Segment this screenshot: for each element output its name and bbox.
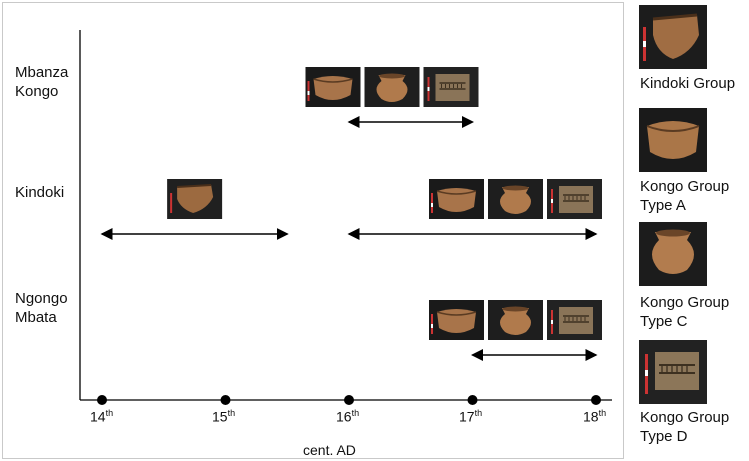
legend-image-type-a [638,107,708,173]
legend-caption-line: Type D [640,428,688,445]
pottery-thumbnail [422,66,480,108]
site-label-line: Kindoki [15,184,65,201]
tick-label-17: 17th [459,408,483,425]
legend-caption-line: Kongo Group [640,409,730,426]
legend-image-type-c [639,222,707,286]
tick-dot [591,395,601,405]
tick-label-18: 18th [583,408,607,425]
legend-image-kindoki [637,3,709,71]
legend-caption-kindoki: Kindoki Group [640,74,735,93]
pottery-thumbnail [364,67,420,107]
site-label-ngongo-mbata: Ngongo Mbata [15,289,68,327]
legend-caption-type-d: Kongo Group Type D [640,408,729,446]
tick-dot [467,395,478,405]
site-label-line: Mbanza [15,64,69,81]
tick-dot [97,395,107,405]
pottery-thumbnail [428,178,485,220]
legend-caption-line: Kongo Group [640,294,730,311]
pottery-thumbnail [304,66,362,108]
pottery-thumbnail [546,178,603,220]
legend-caption-line: Kindoki Group [640,75,736,92]
tick-dot [220,395,231,405]
tick-label-14: 14th [90,408,114,425]
pottery-thumbnail [546,299,603,341]
legend-caption-line: Type C [640,313,688,330]
legend-image-type-d [638,339,708,405]
legend-caption-type-c: Kongo Group Type C [640,293,729,331]
tick-label-16: 16th [336,408,360,425]
site-label-line: Mbata [15,309,57,326]
legend-caption-line: Kongo Group [640,178,730,195]
pottery-thumbnail [488,179,543,219]
legend-caption-line: Type A [640,197,686,214]
pottery-thumbnail [488,300,543,340]
site-label-mbanza-kongo: Mbanza Kongo [15,63,68,101]
pottery-thumbnail [428,299,485,341]
x-axis-title: cent. AD [303,442,356,458]
legend-caption-type-a: Kongo Group Type A [640,177,729,215]
site-label-line: Kongo [15,83,59,100]
tick-label-15: 15th [212,408,236,425]
tick-dot [344,395,354,405]
site-label-kindoki: Kindoki [15,183,64,202]
site-label-line: Ngongo [15,290,68,307]
pottery-thumbnail [166,178,224,220]
